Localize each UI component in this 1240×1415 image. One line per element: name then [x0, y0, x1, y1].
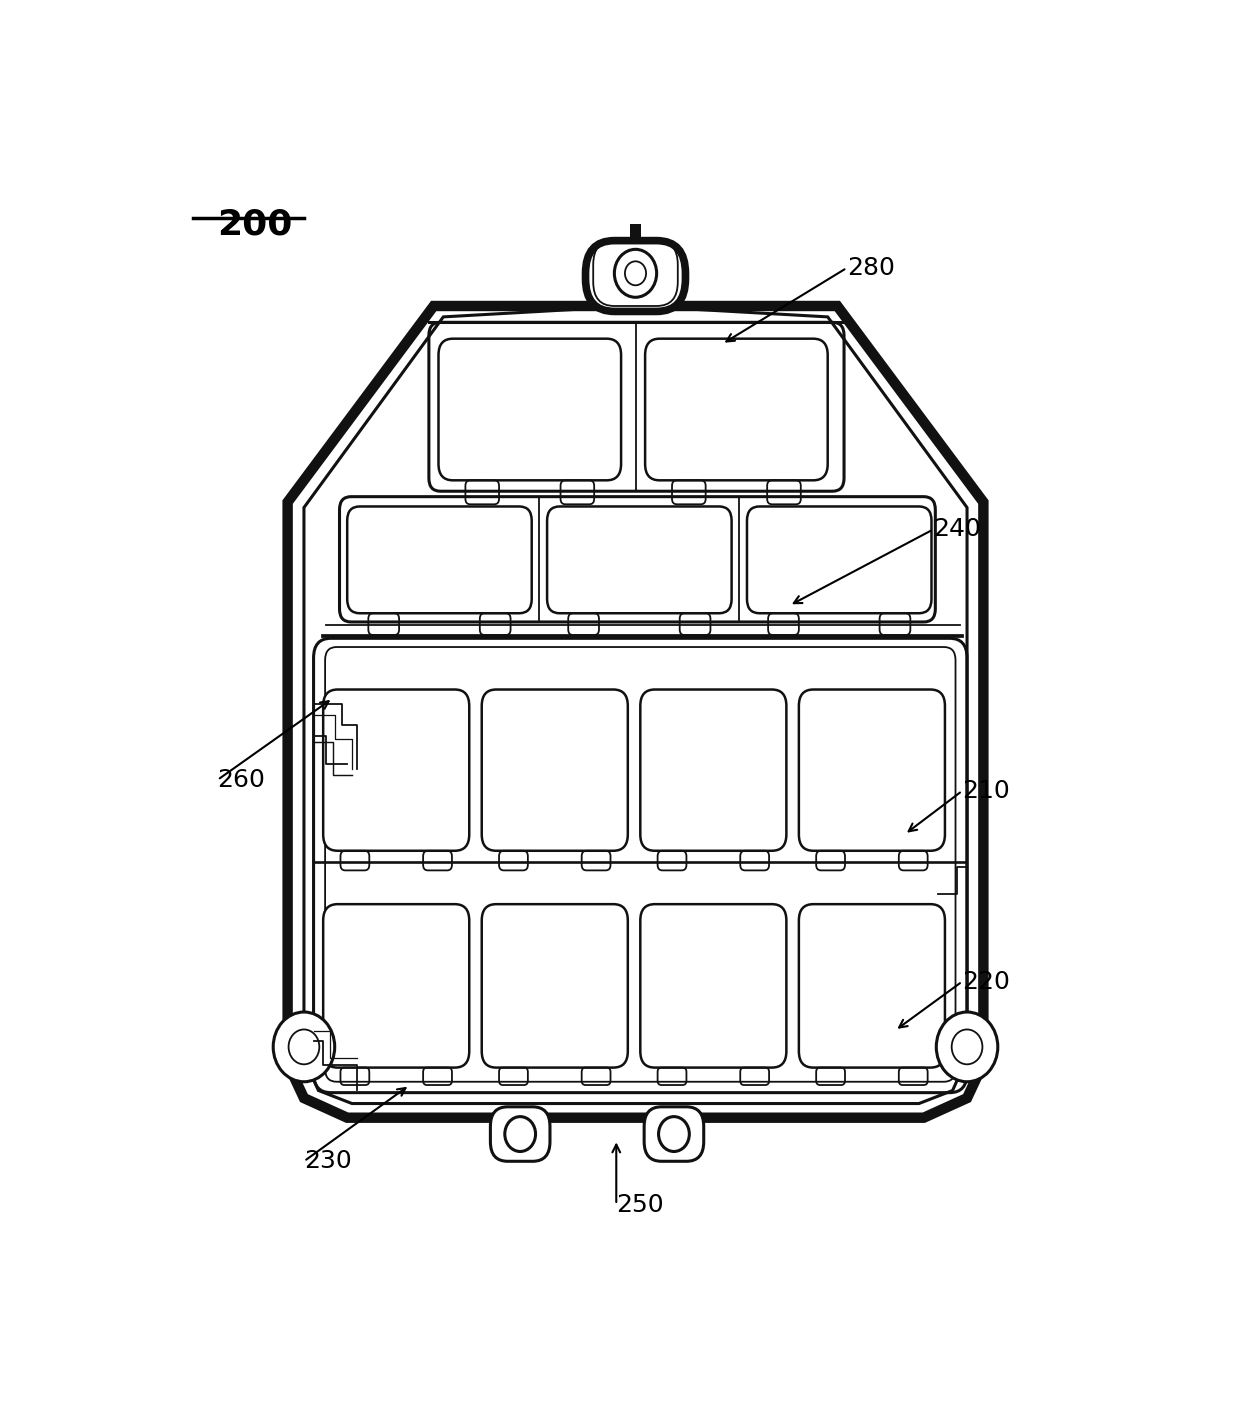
FancyBboxPatch shape [439, 338, 621, 480]
Text: 250: 250 [616, 1193, 663, 1217]
Circle shape [505, 1116, 536, 1152]
Text: 230: 230 [304, 1149, 352, 1173]
FancyBboxPatch shape [481, 689, 627, 850]
FancyBboxPatch shape [746, 507, 931, 613]
Circle shape [936, 1012, 998, 1081]
FancyBboxPatch shape [645, 338, 828, 480]
Text: 240: 240 [934, 518, 981, 542]
FancyBboxPatch shape [640, 904, 786, 1067]
FancyBboxPatch shape [547, 507, 732, 613]
FancyBboxPatch shape [481, 904, 627, 1067]
FancyBboxPatch shape [640, 689, 786, 850]
FancyBboxPatch shape [324, 689, 469, 850]
Text: 220: 220 [962, 969, 1011, 993]
Circle shape [614, 249, 657, 297]
Circle shape [951, 1030, 982, 1064]
FancyBboxPatch shape [644, 1107, 704, 1162]
Polygon shape [288, 224, 983, 1118]
Text: 210: 210 [962, 778, 1011, 802]
Text: 260: 260 [217, 768, 265, 792]
FancyBboxPatch shape [324, 904, 469, 1067]
FancyBboxPatch shape [585, 241, 686, 311]
Text: 200: 200 [217, 208, 293, 242]
Circle shape [658, 1116, 689, 1152]
Circle shape [625, 262, 646, 286]
Text: 280: 280 [847, 256, 895, 280]
FancyBboxPatch shape [799, 904, 945, 1067]
Circle shape [273, 1012, 335, 1081]
Circle shape [289, 1030, 320, 1064]
FancyBboxPatch shape [799, 689, 945, 850]
FancyBboxPatch shape [347, 507, 532, 613]
FancyBboxPatch shape [490, 1107, 551, 1162]
